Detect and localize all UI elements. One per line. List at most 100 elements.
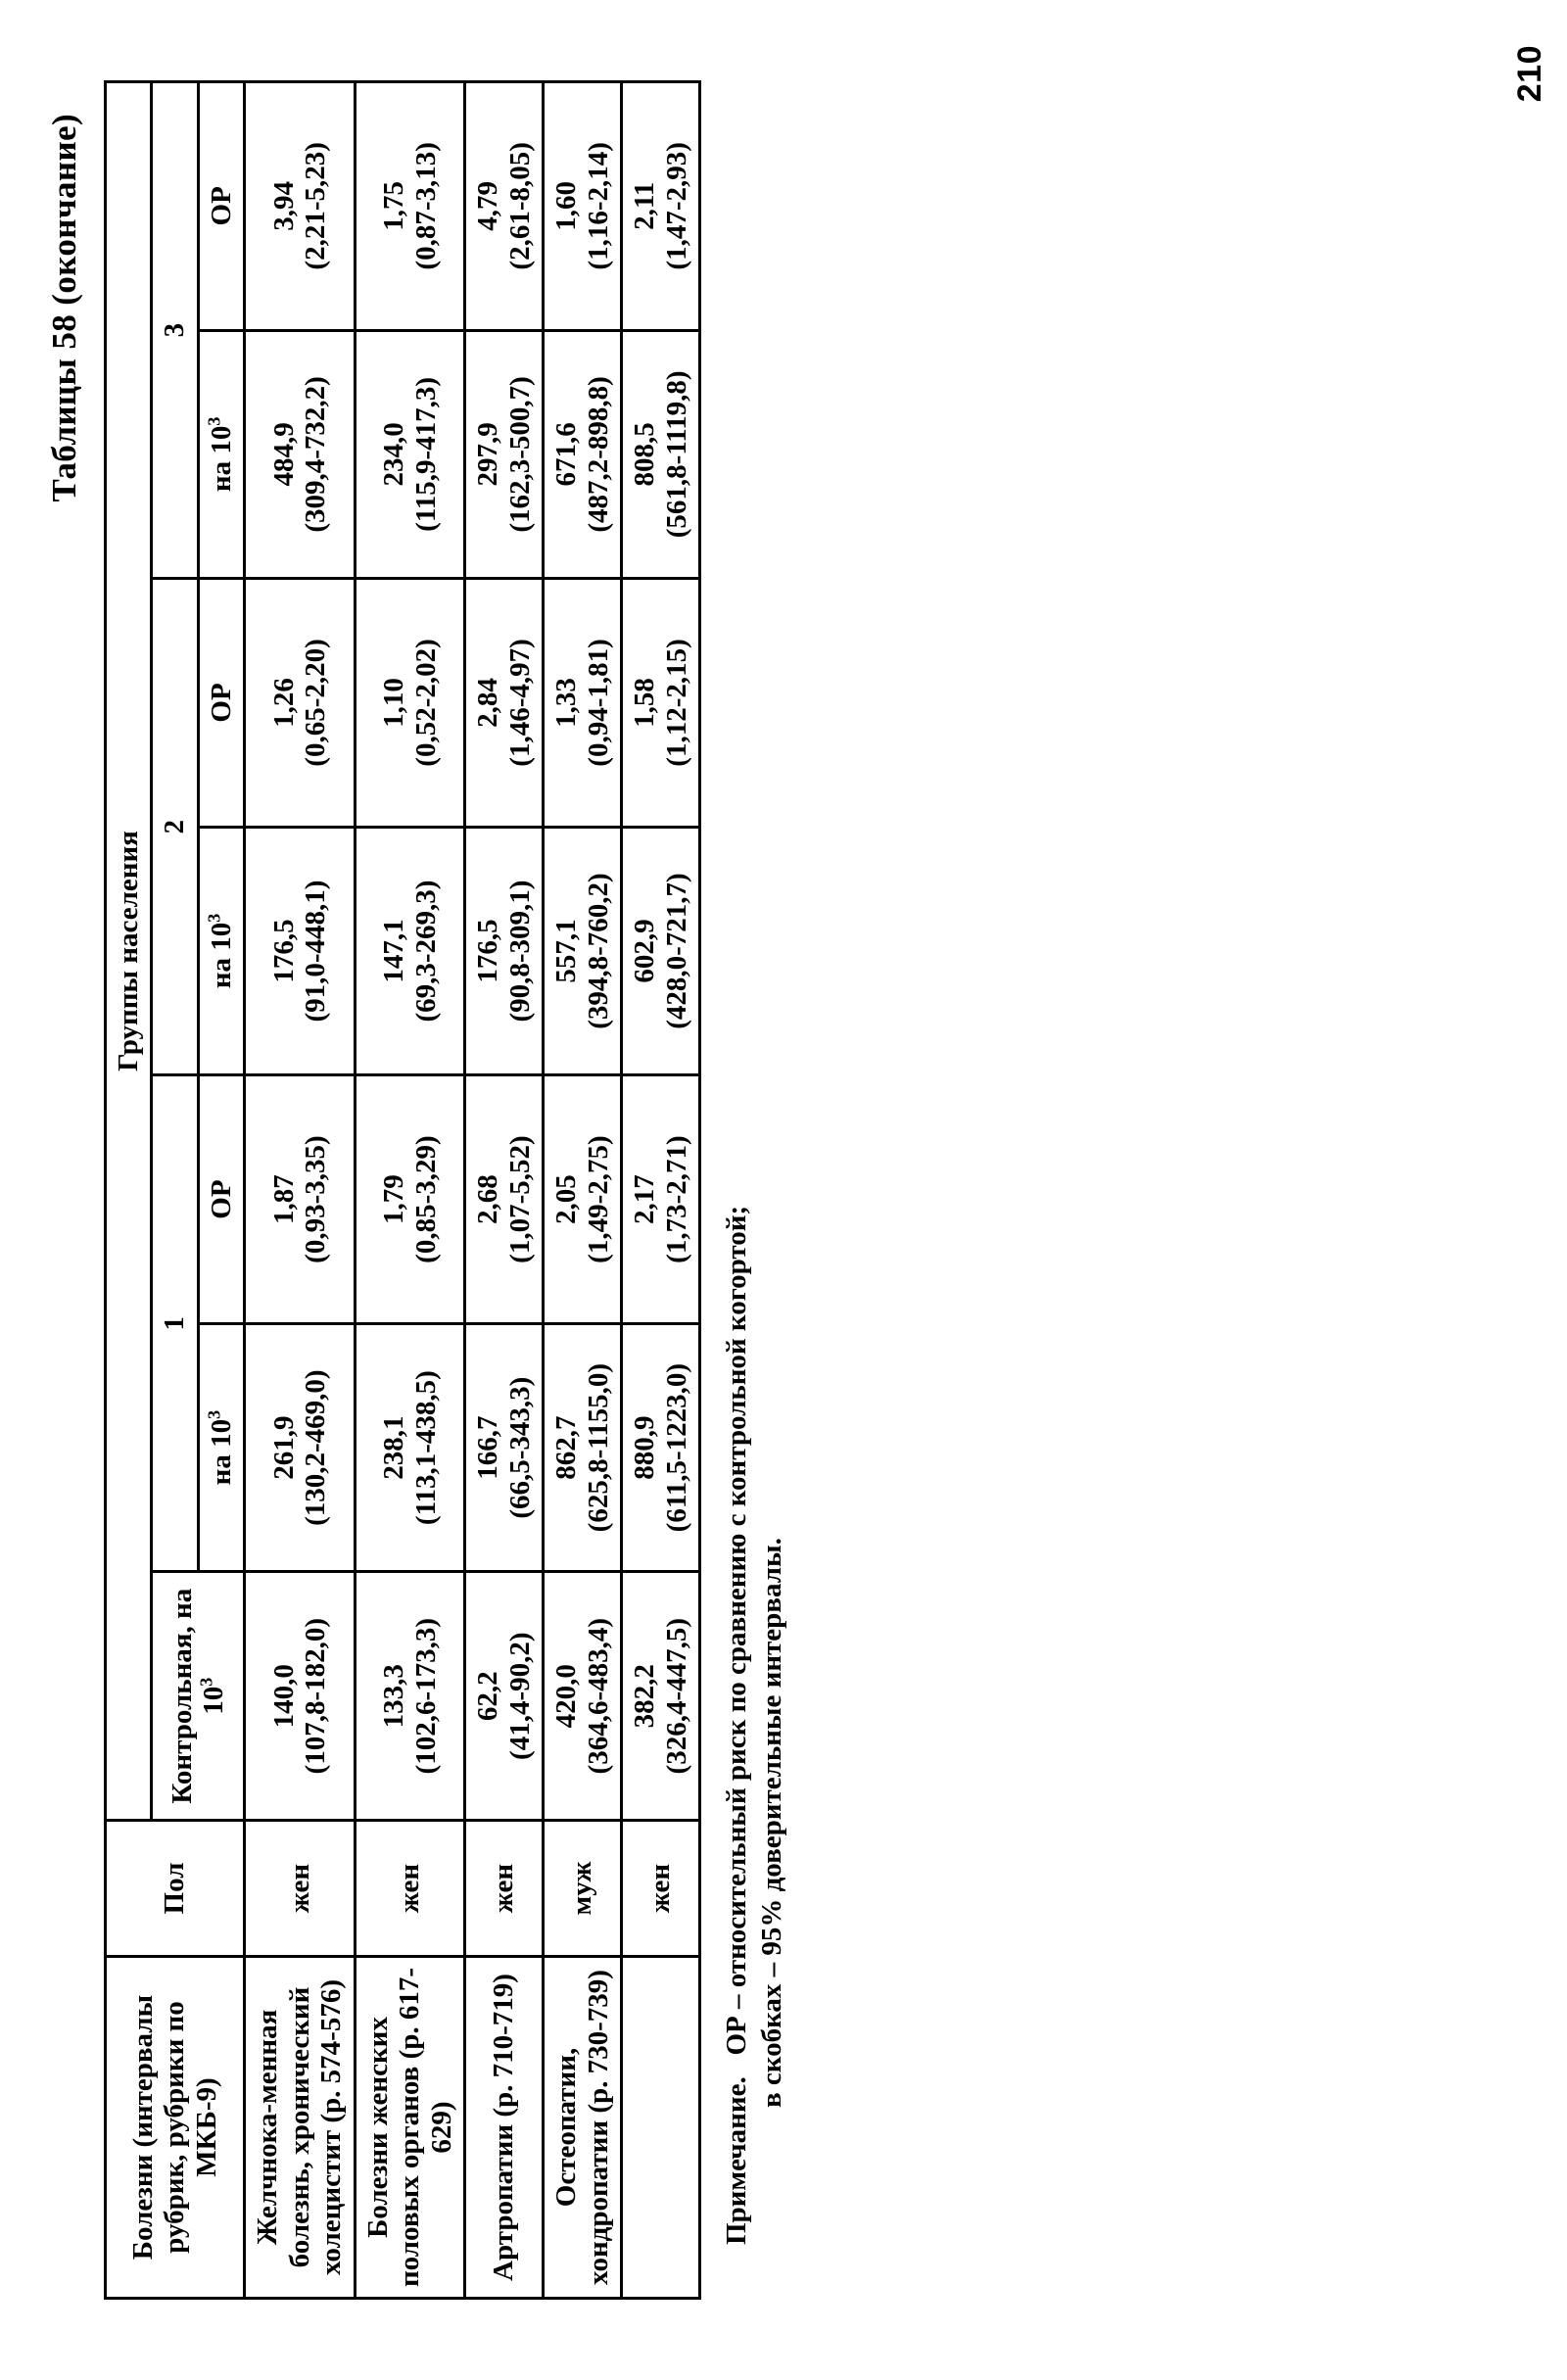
value-main: 261,9 <box>267 1415 300 1480</box>
control-exponent: 3 <box>196 1677 216 1687</box>
value-main: 1,79 <box>378 1174 410 1224</box>
cell-sex: жен <box>355 1820 465 1957</box>
header-g1-rate: на 103 <box>198 1323 245 1572</box>
table-body: Желчнока-менная болезнь, хронический хол… <box>244 81 700 2299</box>
cell-g3-rate: 484,9 (309,4-732,2) <box>244 330 356 579</box>
cell-g3-rate: 234,0 (115,9-417,3) <box>355 330 465 579</box>
header-disease-column: Болезни (интервалы рубрик, рубрики по МК… <box>105 1956 245 2299</box>
cell-g2-rate: 602,9 (428,0-721,7) <box>621 827 700 1075</box>
value-main: 1,10 <box>378 678 410 728</box>
value-confidence-interval: (2,21-5,23) <box>300 142 332 270</box>
value-main: 1,87 <box>267 1174 300 1224</box>
note-text-1: ОР – относительный риск по сравнению с к… <box>721 1205 753 2056</box>
value-confidence-interval: (0,52-2,02) <box>409 639 442 767</box>
header-groups-span: Группы населения <box>105 81 152 1821</box>
value-confidence-interval: (1,12-2,15) <box>660 639 692 767</box>
header-control-column: Контрольная, на 103 <box>151 1571 245 1821</box>
value-main: 2,84 <box>472 678 504 728</box>
value-main: 238,1 <box>378 1415 410 1480</box>
cell-g1-rate: 166,7 (66,5-343,3) <box>464 1323 544 1572</box>
value-confidence-interval: (1,07-5,52) <box>503 1135 536 1263</box>
table-row: Болезни женских половых органов (р. 617-… <box>355 81 465 2299</box>
cell-g3-rate: 671,6 (487,2-898,8) <box>543 330 622 579</box>
page-number: 210 <box>1511 45 1548 103</box>
cell-disease-name: Желчнока-менная болезнь, хронический хол… <box>244 1956 356 2299</box>
value-main: 140,0 <box>267 1664 300 1729</box>
page-title: Таблицы 58 (окончание) <box>45 114 83 502</box>
cell-g1-or: 1,79 (0,85-3,29) <box>355 1074 465 1324</box>
value-main: 133,3 <box>378 1664 410 1729</box>
header-g3-or: ОР <box>198 81 245 331</box>
value-confidence-interval: (394,8-760,2) <box>582 873 614 1029</box>
header-g1-or: ОР <box>198 1074 245 1324</box>
cell-g1-or: 2,17 (1,73-2,71) <box>621 1074 700 1324</box>
value-confidence-interval: (2,61-8,05) <box>503 142 536 270</box>
value-confidence-interval: (326,4-447,5) <box>660 1617 692 1775</box>
value-main: 176,5 <box>472 919 504 983</box>
header-g2-rate: на 103 <box>198 827 245 1075</box>
value-confidence-interval: (162,3-500,7) <box>503 376 536 533</box>
cell-g3-rate: 297,9 (162,3-500,7) <box>464 330 544 579</box>
value-confidence-interval: (102,6-173,3) <box>409 1617 442 1775</box>
cell-g1-rate: 238,1 (113,1-438,5) <box>355 1323 465 1572</box>
value-confidence-interval: (1,46-4,97) <box>503 639 536 767</box>
table-row: жен 382,2 (326,4-447,5) 880,9 (611,5-1223,0)… <box>621 81 700 2299</box>
note-line-2: в скобках – 95% доверительные интервалы. <box>756 1538 788 2108</box>
value-main: 671,6 <box>550 422 583 487</box>
cell-g2-or: 1,58 (1,12-2,15) <box>621 578 700 828</box>
morbidity-table: Болезни (интервалы рубрик, рубрики по МК… <box>104 80 701 2300</box>
value-confidence-interval: (0,87-3,13) <box>409 142 442 270</box>
cell-control-rate: 140,0 (107,8-182,0) <box>244 1571 356 1821</box>
value-main: 1,75 <box>378 180 410 231</box>
value-main: 62,2 <box>472 1671 504 1722</box>
value-confidence-interval: (0,65-2,20) <box>300 639 332 767</box>
cell-g3-rate: 808,5 (561,8-1119,8) <box>621 330 700 579</box>
value-main: 297,9 <box>472 422 504 487</box>
value-main: 234,0 <box>378 422 410 487</box>
value-main: 382,2 <box>629 1664 661 1729</box>
cell-g3-or: 1,60 (1,16-2,14) <box>543 81 622 331</box>
value-main: 602,9 <box>629 919 661 983</box>
note-label: Примечание. <box>721 2076 753 2245</box>
value-main: 2,11 <box>629 181 661 230</box>
cell-g2-or: 1,26 (0,65-2,20) <box>244 578 356 828</box>
cell-g2-rate: 557,1 (394,8-760,2) <box>543 827 622 1075</box>
cell-sex: муж <box>543 1820 622 1957</box>
note-line-1: Примечание. ОР – относительный риск по с… <box>719 80 754 2300</box>
cell-g2-rate: 176,5 (91,0-448,1) <box>244 827 356 1075</box>
value-confidence-interval: (1,47-2,93) <box>660 142 692 270</box>
value-confidence-interval: (91,0-448,1) <box>300 880 332 1023</box>
value-main: 1,58 <box>629 678 661 728</box>
value-confidence-interval: (611,5-1223,0) <box>660 1362 692 1533</box>
value-confidence-interval: (487,2-898,8) <box>582 376 614 533</box>
cell-g2-or: 1,33 (0,94-1,81) <box>543 578 622 828</box>
value-main: 176,5 <box>267 919 300 983</box>
cell-sex: жен <box>244 1820 356 1957</box>
cell-g1-rate: 880,9 (611,5-1223,0) <box>621 1323 700 1572</box>
header-group-2: 2 <box>151 578 199 1075</box>
table-header: Болезни (интервалы рубрик, рубрики по МК… <box>105 81 245 2299</box>
value-confidence-interval: (428,0-721,7) <box>660 873 692 1029</box>
table-row: Артропатии (р. 710-719) жен 62,2 (41,4-90,2… <box>464 81 544 2299</box>
value-confidence-interval: (364,6-483,4) <box>582 1617 614 1775</box>
value-confidence-interval: (66,5-343,3) <box>503 1376 536 1519</box>
cell-g2-or: 1,10 (0,52-2,02) <box>355 578 465 828</box>
cell-g3-or: 2,11 (1,47-2,93) <box>621 81 700 331</box>
value-confidence-interval: (309,4-732,2) <box>300 376 332 533</box>
value-main: 166,7 <box>472 1415 504 1480</box>
value-confidence-interval: (1,49-2,75) <box>582 1135 614 1263</box>
cell-sex: жен <box>621 1820 700 1957</box>
value-main: 2,68 <box>472 1174 504 1224</box>
value-confidence-interval: (1,73-2,71) <box>660 1135 692 1263</box>
cell-disease-name: Остеопатии, хондропатии (р. 730-739) <box>543 1956 622 2299</box>
cell-disease-name <box>621 1956 700 2299</box>
value-confidence-interval: (0,85-3,29) <box>409 1135 442 1263</box>
value-confidence-interval: (1,16-2,14) <box>582 142 614 270</box>
value-main: 1,33 <box>550 678 583 728</box>
cell-sex: жен <box>464 1820 544 1957</box>
value-main: 557,1 <box>550 919 583 983</box>
cell-g2-or: 2,84 (1,46-4,97) <box>464 578 544 828</box>
cell-g1-or: 1,87 (0,93-3,35) <box>244 1074 356 1324</box>
value-confidence-interval: (561,8-1119,8) <box>660 370 692 539</box>
